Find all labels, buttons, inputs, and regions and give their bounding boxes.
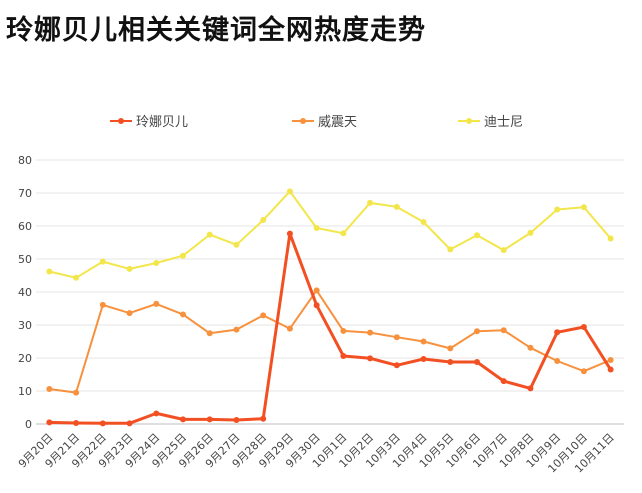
- data-point: [206, 416, 213, 423]
- data-point: [126, 420, 133, 427]
- data-point: [260, 415, 267, 422]
- data-point: [73, 389, 80, 396]
- data-point: [474, 328, 480, 335]
- series-line-1: [49, 232, 612, 425]
- data-point: [393, 203, 400, 210]
- y-tick-label: 0: [25, 418, 32, 431]
- data-point: [447, 246, 454, 253]
- data-point: [554, 206, 561, 213]
- data-point: [126, 265, 133, 272]
- grid-lines: [36, 159, 624, 425]
- data-point: [260, 312, 267, 319]
- data-point: [447, 345, 454, 352]
- data-point: [313, 302, 320, 309]
- data-point: [73, 274, 80, 281]
- data-point: [554, 357, 561, 364]
- legend-label: 迪士尼: [484, 115, 523, 130]
- data-point: [607, 235, 614, 242]
- data-point: [420, 338, 427, 345]
- data-point: [500, 247, 507, 254]
- data-point: [527, 344, 534, 351]
- data-point: [73, 420, 80, 427]
- data-point: [340, 353, 347, 360]
- legend-swatch-marker: [300, 118, 306, 124]
- y-tick-label: 10: [18, 385, 32, 398]
- legend: 玲娜贝儿 威震天 迪士尼: [110, 115, 523, 130]
- data-point: [393, 362, 400, 369]
- data-point: [46, 268, 53, 275]
- y-tick-label: 60: [18, 220, 32, 233]
- data-point: [393, 334, 400, 341]
- data-point: [286, 188, 293, 195]
- data-point: [580, 368, 587, 375]
- data-point: [153, 259, 160, 266]
- data-point: [607, 366, 614, 373]
- data-point: [527, 229, 534, 236]
- data-point: [340, 327, 347, 334]
- data-point: [420, 355, 427, 362]
- data-point: [474, 358, 480, 365]
- series-line-3: [49, 190, 612, 279]
- data-point: [46, 386, 53, 393]
- chart-title: 玲娜贝儿相关关键词全网热度走势: [6, 15, 426, 46]
- y-tick-label: 30: [18, 319, 32, 332]
- data-point: [153, 410, 160, 417]
- data-point: [206, 231, 213, 238]
- data-point: [367, 355, 374, 362]
- data-point: [153, 300, 160, 307]
- data-point: [233, 326, 240, 333]
- data-point: [580, 204, 587, 211]
- data-point: [580, 323, 587, 330]
- data-point: [367, 329, 374, 336]
- data-point: [474, 232, 480, 239]
- data-point: [313, 224, 320, 231]
- data-point: [99, 301, 106, 308]
- y-tick-label: 80: [18, 154, 32, 167]
- data-point: [233, 417, 240, 424]
- data-point: [313, 287, 320, 294]
- data-point: [286, 230, 293, 237]
- data-point: [447, 358, 454, 365]
- data-point: [607, 356, 614, 363]
- data-point: [233, 241, 240, 248]
- legend-label: 玲娜贝儿: [136, 115, 188, 130]
- y-tick-label: 20: [18, 352, 32, 365]
- data-point: [500, 327, 507, 334]
- data-point: [286, 325, 293, 332]
- y-axis-ticks: 0 10 20 30 40 50 60 70 80: [18, 154, 32, 431]
- legend-swatch-marker: [118, 118, 124, 124]
- data-point: [206, 330, 213, 337]
- data-point: [260, 217, 267, 224]
- y-tick-label: 40: [18, 286, 32, 299]
- data-point: [180, 416, 186, 423]
- data-point: [46, 419, 53, 426]
- y-tick-label: 50: [18, 253, 32, 266]
- data-point: [180, 311, 186, 318]
- data-point: [367, 199, 374, 206]
- data-point: [180, 252, 186, 259]
- data-point: [527, 385, 534, 392]
- data-point: [554, 329, 561, 336]
- data-point: [99, 258, 106, 265]
- data-point: [500, 378, 507, 385]
- data-point: [420, 219, 427, 226]
- x-axis-ticks: 9月20日9月21日9月22日9月23日9月24日9月25日9月26日9月27日…: [16, 431, 617, 476]
- series-line-2: [49, 289, 611, 394]
- y-tick-label: 70: [18, 187, 32, 200]
- series-lines: [46, 188, 614, 427]
- data-point: [340, 230, 347, 237]
- data-point: [126, 310, 133, 317]
- legend-label: 威震天: [318, 115, 357, 130]
- legend-swatch-marker: [466, 118, 472, 124]
- data-point: [99, 420, 106, 427]
